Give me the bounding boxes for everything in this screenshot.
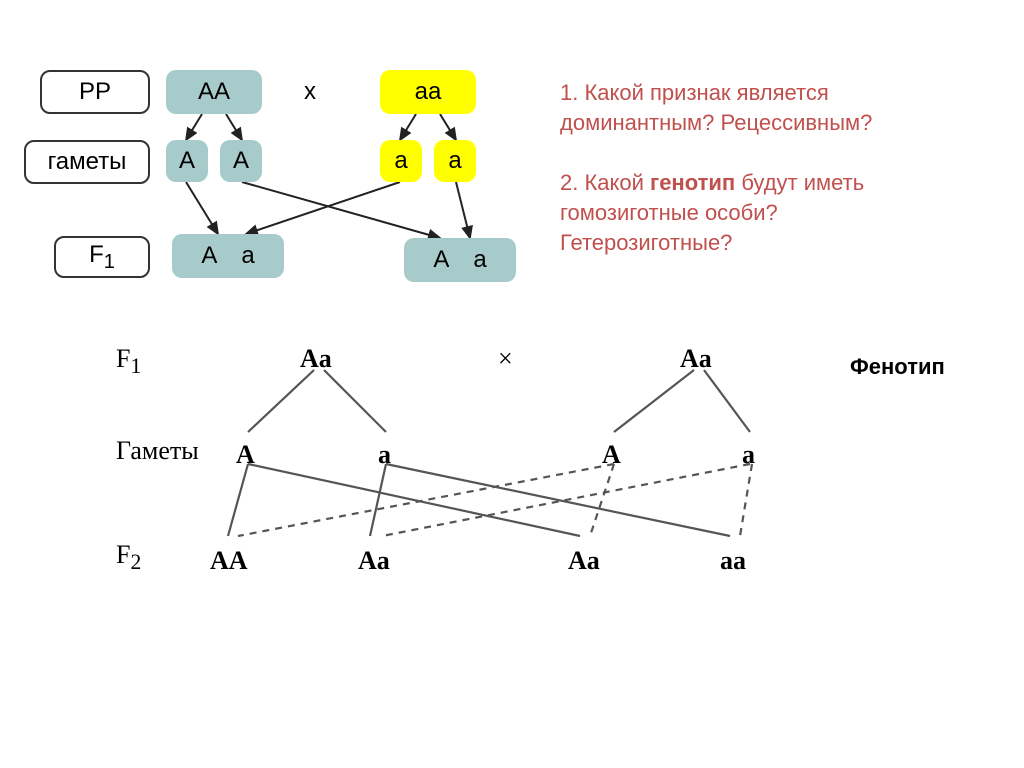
phenotype-text: Фенотип	[850, 354, 945, 379]
offspring-Aa-left: А а	[172, 234, 284, 278]
gamete-A-2: А	[220, 140, 262, 182]
genotype-AA: АА	[166, 70, 262, 114]
label-gametes-text: гаметы	[48, 148, 127, 176]
genotype-aa: аа	[380, 70, 476, 114]
gamete-a-1-text: а	[394, 147, 407, 175]
question-line: гомозиготные особи?	[560, 198, 872, 228]
question-line: доминантным? Рецессивным?	[560, 108, 872, 138]
bottom-f2-3: aa	[720, 546, 746, 576]
bottom-gamete-0: A	[236, 440, 255, 470]
genotype-AA-text: АА	[198, 78, 230, 106]
f1-sub: 1	[104, 250, 115, 272]
bottom-cross-symbol: ×	[498, 344, 513, 374]
bottom-gamete-3: a	[742, 440, 755, 470]
label-box-pp: РР	[40, 70, 150, 114]
offspring-Aa-right-a: а	[473, 246, 486, 274]
gamete-A-1-text: А	[179, 147, 195, 175]
bottom-f2-1: Aa	[358, 546, 390, 576]
offspring-Aa-right: А а	[404, 238, 516, 282]
gamete-a-2-text: а	[448, 147, 461, 175]
offspring-Aa-right-A: А	[433, 246, 449, 274]
bottom-gamete-1: a	[378, 440, 391, 470]
stage: РР гаметы F1 АА А А x аа а а А а А а 1. …	[0, 0, 1024, 768]
bottom-f2-2: Aa	[568, 546, 600, 576]
cross-x-text: x	[304, 78, 316, 105]
label-box-f1: F1	[54, 236, 150, 278]
question-line: Гетерозиготные?	[560, 228, 872, 258]
bottom-parent-0: Aa	[300, 344, 332, 374]
b-gametes-text: Гаметы	[116, 436, 199, 465]
f1-letter: F	[89, 241, 104, 268]
b-f2-sub: 2	[130, 550, 141, 574]
bottom-label-gametes: Гаметы	[116, 436, 199, 466]
offspring-Aa-left-a: а	[241, 242, 254, 270]
phenotype-label: Фенотип	[850, 354, 945, 380]
bottom-label-f1: F1	[116, 344, 141, 379]
bottom-f2-0: AA	[210, 546, 248, 576]
b-f1-sub: 1	[130, 354, 141, 378]
cross-symbol-top: x	[304, 78, 316, 106]
label-f1-text: F1	[89, 241, 115, 274]
question-line	[560, 138, 872, 168]
gamete-A-2-text: А	[233, 147, 249, 175]
genotype-aa-text: аа	[415, 78, 442, 106]
bottom-label-f2: F2	[116, 540, 141, 575]
b-f1-letter: F	[116, 344, 130, 373]
question-line: 2. Какой генотип будут иметь	[560, 168, 872, 198]
gamete-a-2: а	[434, 140, 476, 182]
bottom-gamete-2: A	[602, 440, 621, 470]
b-f2-letter: F	[116, 540, 130, 569]
gamete-A-1: А	[166, 140, 208, 182]
offspring-Aa-left-A: А	[201, 242, 217, 270]
question-line: 1. Какой признак является	[560, 78, 872, 108]
gamete-a-1: а	[380, 140, 422, 182]
label-box-gametes: гаметы	[24, 140, 150, 184]
label-pp-text: РР	[79, 78, 111, 106]
b-cross-text: ×	[498, 344, 513, 373]
questions-block: 1. Какой признак являетсядоминантным? Ре…	[560, 78, 872, 258]
bottom-parent-1: Aa	[680, 344, 712, 374]
